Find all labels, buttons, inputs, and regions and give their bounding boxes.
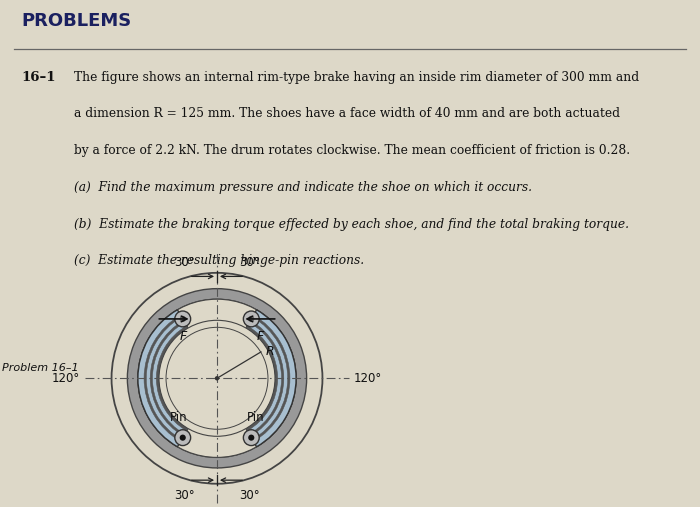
Circle shape <box>138 299 296 457</box>
Circle shape <box>159 320 275 437</box>
Text: PROBLEMS: PROBLEMS <box>21 12 132 30</box>
Text: 16–1: 16–1 <box>21 70 55 84</box>
Wedge shape <box>150 320 185 436</box>
Text: by a force of 2.2 kN. The drum rotates clockwise. The mean coefficient of fricti: by a force of 2.2 kN. The drum rotates c… <box>74 144 629 157</box>
Wedge shape <box>144 315 181 442</box>
Circle shape <box>175 311 190 327</box>
Text: R: R <box>265 345 274 358</box>
Text: 120°: 120° <box>52 372 80 385</box>
Circle shape <box>175 430 190 446</box>
Circle shape <box>244 430 259 446</box>
Wedge shape <box>138 310 188 447</box>
Text: 30°: 30° <box>239 257 260 269</box>
Circle shape <box>248 316 254 322</box>
Text: a dimension R = 125 mm. The shoes have a face width of 40 mm and are both actuat: a dimension R = 125 mm. The shoes have a… <box>74 107 620 120</box>
Circle shape <box>215 376 219 380</box>
Wedge shape <box>246 310 296 447</box>
Text: 120°: 120° <box>354 372 382 385</box>
Text: F: F <box>180 331 187 343</box>
Wedge shape <box>246 326 278 431</box>
Text: (c)  Estimate the resulting hinge-pin reactions.: (c) Estimate the resulting hinge-pin rea… <box>74 255 363 267</box>
Text: (b)  Estimate the braking torque effected by each shoe, and find the total braki: (b) Estimate the braking torque effected… <box>74 218 629 231</box>
Wedge shape <box>249 320 284 436</box>
Circle shape <box>180 316 186 322</box>
Text: 30°: 30° <box>239 489 260 502</box>
Text: F: F <box>256 331 264 343</box>
Text: 30°: 30° <box>174 257 195 269</box>
Wedge shape <box>253 315 290 442</box>
Wedge shape <box>127 288 307 468</box>
Circle shape <box>248 434 254 441</box>
Wedge shape <box>156 326 188 431</box>
Circle shape <box>244 311 259 327</box>
Text: Pin: Pin <box>247 411 265 423</box>
Text: (a)  Find the maximum pressure and indicate the shoe on which it occurs.: (a) Find the maximum pressure and indica… <box>74 181 531 194</box>
Text: 30°: 30° <box>174 489 195 502</box>
Text: Pin: Pin <box>169 411 187 423</box>
Text: The figure shows an internal rim-type brake having an inside rim diameter of 300: The figure shows an internal rim-type br… <box>74 70 638 84</box>
Circle shape <box>180 434 186 441</box>
Text: Problem 16–1: Problem 16–1 <box>1 363 78 373</box>
